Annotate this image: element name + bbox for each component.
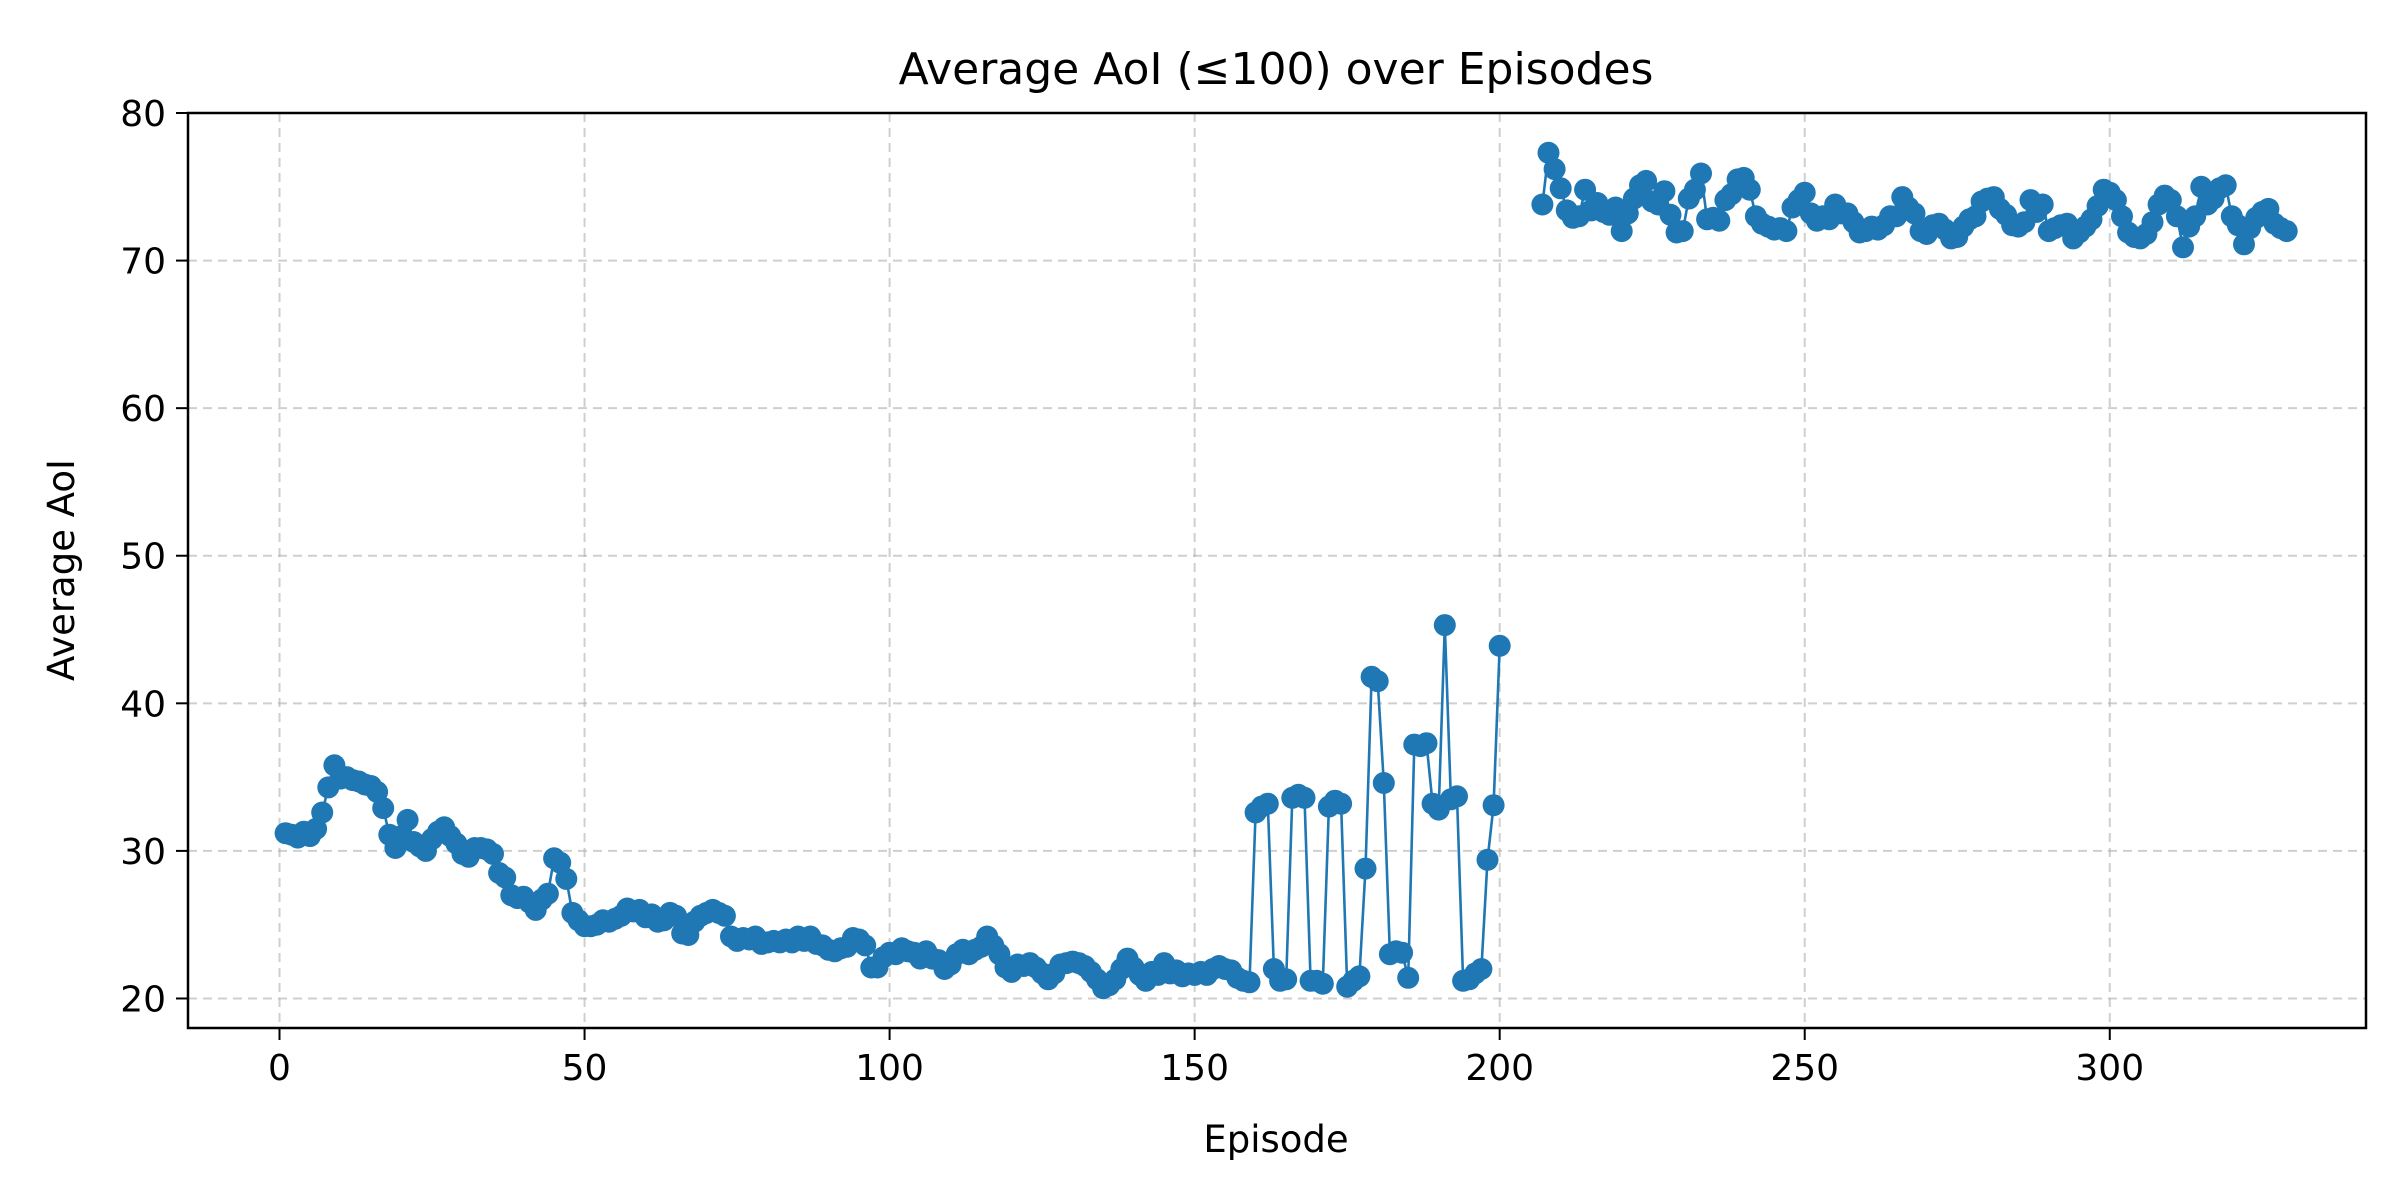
- series-points: [274, 141, 2298, 1000]
- data-point: [1738, 178, 1761, 201]
- data-point: [1470, 958, 1493, 980]
- data-point: [1549, 177, 1572, 200]
- data-point: [1659, 203, 1682, 226]
- chart-title: Average AoI (≤100) over Episodes: [899, 44, 1654, 95]
- y-tick-label: 70: [120, 242, 166, 283]
- y-axis: 20 30 40 50 60 70 80: [120, 94, 188, 1020]
- data-point: [555, 867, 578, 890]
- data-point: [1476, 848, 1499, 871]
- data-point: [2214, 174, 2237, 197]
- data-point: [1293, 786, 1316, 809]
- data-point: [1775, 220, 1798, 243]
- data-point: [1446, 785, 1468, 808]
- plot-frame: [186, 111, 2368, 1030]
- x-tick-label: 150: [1160, 1048, 1229, 1089]
- data-point: [1397, 966, 1420, 989]
- data-point: [1488, 634, 1511, 657]
- x-axis-label: Episode: [1203, 1118, 1348, 1161]
- data-point: [2141, 211, 2164, 234]
- x-tick-label: 300: [2075, 1048, 2144, 1089]
- data-point: [1275, 968, 1298, 991]
- data-point: [1531, 193, 1554, 216]
- y-axis-label: Average AoI: [40, 459, 83, 681]
- data-point: [2031, 193, 2054, 216]
- data-point: [1256, 792, 1279, 815]
- data-point: [1348, 965, 1371, 988]
- data-point: [2172, 236, 2194, 259]
- data-point: [1653, 180, 1676, 203]
- x-tick-label: 250: [1770, 1048, 1839, 1089]
- data-point: [1635, 169, 1658, 192]
- data-point: [1311, 972, 1334, 995]
- data-point: [1903, 202, 1926, 225]
- data-point: [1482, 794, 1505, 817]
- y-tick-label: 50: [120, 537, 166, 578]
- data-point: [1238, 971, 1261, 994]
- y-tick-label: 60: [120, 389, 166, 430]
- data-point: [1708, 209, 1731, 232]
- data-point: [1415, 732, 1438, 755]
- data-point: [396, 808, 419, 831]
- data-point: [1793, 181, 1816, 204]
- y-tick-label: 40: [120, 684, 166, 725]
- y-tick-label: 30: [120, 832, 166, 873]
- x-tick-label: 0: [268, 1048, 291, 1089]
- data-point: [1671, 220, 1694, 243]
- data-point: [854, 934, 877, 957]
- x-tick-label: 50: [562, 1048, 608, 1089]
- y-tick-label: 20: [120, 979, 166, 1020]
- data-point: [1366, 670, 1389, 693]
- data-point: [1690, 162, 1712, 185]
- x-axis: 0 50 100 150 200 250 300: [268, 1028, 2144, 1089]
- data-point: [311, 801, 334, 824]
- x-tick-label: 200: [1465, 1048, 1534, 1089]
- data-point: [1543, 158, 1566, 181]
- y-tick-label: 80: [120, 94, 166, 135]
- data-point: [1330, 792, 1353, 815]
- data-point: [1372, 772, 1395, 794]
- x-tick-label: 100: [855, 1048, 924, 1089]
- data-point: [372, 797, 395, 820]
- data-point: [536, 882, 559, 905]
- data-point: [1354, 857, 1377, 880]
- data-point: [2275, 220, 2298, 243]
- data-point: [713, 904, 736, 927]
- data-point: [665, 904, 688, 927]
- data-point: [482, 842, 504, 865]
- data-point: [1433, 614, 1456, 637]
- data-point: [494, 866, 517, 889]
- data-point: [1610, 220, 1633, 243]
- data-point: [1391, 941, 1414, 964]
